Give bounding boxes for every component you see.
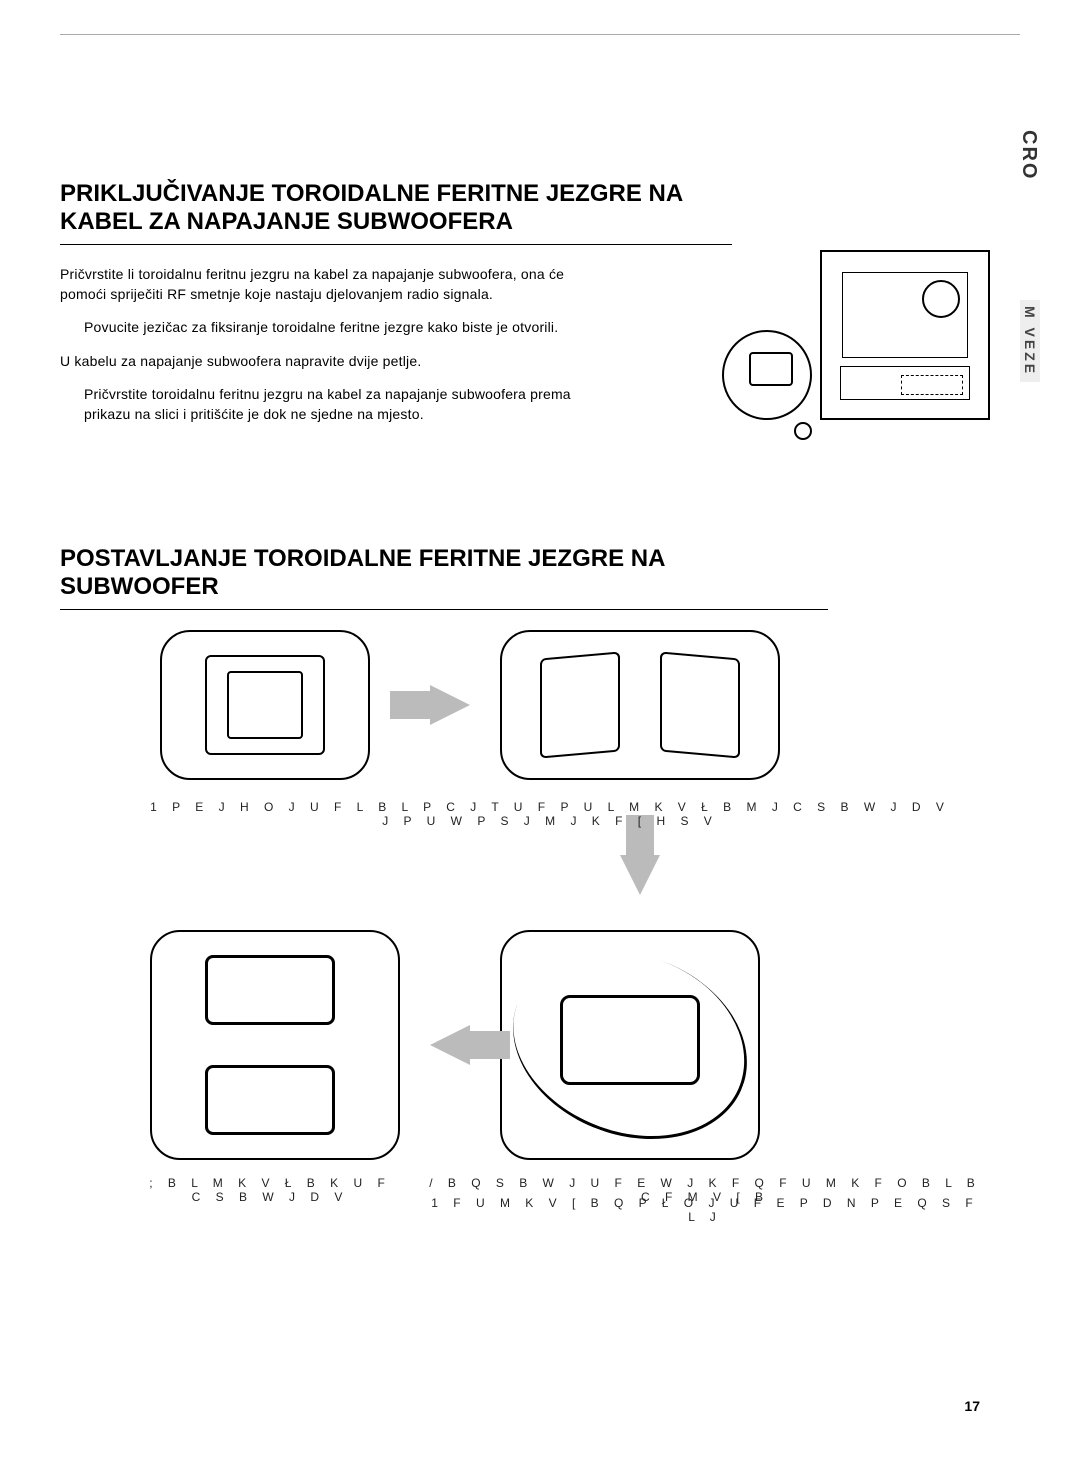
section-side-tab: M VEZE bbox=[1020, 300, 1040, 382]
subwoofer-back-panel bbox=[820, 250, 990, 420]
section1-title: PRIKLJUČIVANJE TOROIDALNE FERITNE JEZGRE… bbox=[60, 180, 732, 245]
ferrite-open-icon bbox=[540, 655, 740, 755]
arrow-left-icon bbox=[430, 1025, 470, 1065]
arrow-right-icon bbox=[430, 685, 470, 725]
language-tab: CRO bbox=[1017, 130, 1040, 180]
section1-step1: Povucite jezičac za fiksiranje toroidaln… bbox=[84, 318, 604, 338]
step2-box bbox=[500, 630, 780, 780]
ferrite-core-icon bbox=[722, 330, 812, 420]
section1-intro: Pričvrstite li toroidalnu feritnu jezgru… bbox=[60, 265, 580, 304]
ferrite-with-cable-icon bbox=[540, 965, 720, 1125]
arrow-down-icon bbox=[620, 855, 660, 895]
section1-step3: Pričvrstite toroidalnu feritnu jezgru na… bbox=[84, 385, 604, 424]
ferrite-closed-icon bbox=[205, 655, 325, 755]
section-ferrite-subwoofer: POSTAVLJANJE TOROIDALNE FERITNE JEZGRE N… bbox=[60, 545, 1020, 1170]
page-top-rule bbox=[60, 34, 1020, 35]
procedure-diagram: 1 P E J H O J U F L B L P C J T U F P U … bbox=[60, 630, 1020, 1170]
subwoofer-illustration bbox=[722, 250, 990, 420]
section1-step2: U kabelu za napajanje subwoofera napravi… bbox=[60, 352, 580, 372]
step4-box bbox=[150, 930, 400, 1160]
step3-box bbox=[500, 930, 760, 1160]
section-ferrite-cable: PRIKLJUČIVANJE TOROIDALNE FERITNE JEZGRE… bbox=[60, 180, 1020, 425]
step1-box bbox=[160, 630, 370, 780]
step1-caption: 1 P E J H O J U F L B L P C J T U F P U … bbox=[140, 800, 960, 828]
section2-title: POSTAVLJANJE TOROIDALNE FERITNE JEZGRE N… bbox=[60, 545, 828, 610]
step4-caption-left: ; B L M K V Ł B K U F C S B W J D V bbox=[140, 1176, 400, 1204]
step3-caption-b: 1 F U M K V [ B Q P Ł O J U F E P D N P … bbox=[425, 1196, 985, 1224]
page-number: 17 bbox=[964, 1398, 980, 1414]
ferrite-locked-icon bbox=[185, 955, 365, 1135]
